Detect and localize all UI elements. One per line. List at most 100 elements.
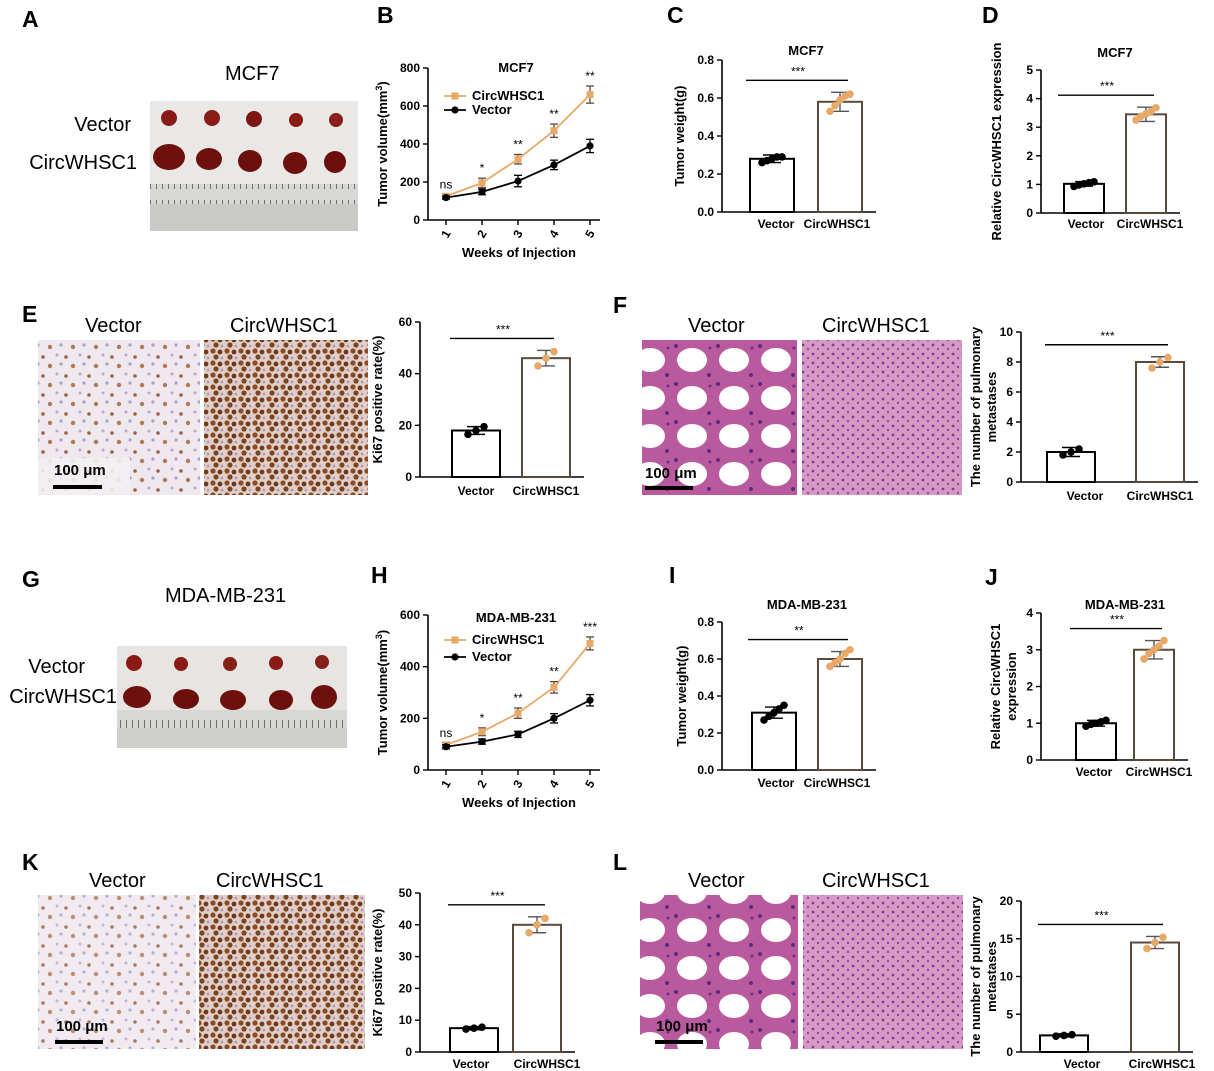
row-label-vector: Vector: [28, 656, 85, 678]
data-point-vector: [442, 743, 450, 751]
data-point-circwhsc1: [831, 101, 839, 110]
y-tick-label: 30: [399, 950, 413, 964]
y-tick-label: 1: [1026, 177, 1033, 191]
bar-circwhsc1: [1133, 648, 1175, 761]
data-point-vector: [1090, 178, 1098, 186]
y-axis-label-superscript: 3: [374, 634, 384, 639]
y-axis-label: Tumor weight(g): [674, 646, 689, 747]
he-image-vector: [642, 340, 797, 495]
bar-vector: [1075, 722, 1117, 761]
data-point-circwhsc1: [514, 709, 522, 717]
x-tick-label: Vector: [1067, 489, 1104, 503]
panel-label-a: A: [22, 6, 39, 32]
row-label-vector: Vector: [74, 114, 131, 136]
x-tick-label: 5: [582, 777, 598, 790]
x-tick-label: CircWHSC1: [514, 1057, 581, 1071]
column-label-vector: Vector: [89, 870, 146, 892]
significance-label: ns: [440, 177, 453, 191]
data-point-vector: [478, 1023, 486, 1031]
column-label-circ: CircWHSC1: [230, 315, 338, 337]
panel-label-d: D: [982, 2, 999, 28]
chart-title: MCF7: [498, 60, 533, 75]
x-tick-label: CircWHSC1: [1129, 1057, 1196, 1071]
x-tick-label: Vector: [453, 1057, 490, 1071]
significance-label: **: [794, 624, 804, 638]
x-tick-label: CircWHSC1: [1117, 217, 1184, 231]
data-point-circwhsc1: [836, 655, 844, 663]
data-point-circwhsc1: [1156, 358, 1164, 366]
x-axis-label: Weeks of Injection: [462, 795, 576, 810]
y-tick-label: 400: [400, 137, 420, 151]
y-tick-label: 3: [1026, 120, 1033, 134]
panel-k-images: K Vector CircWHSC1 100 μm: [22, 849, 365, 1049]
bar-circwhsc1: [817, 100, 863, 213]
data-point-circwhsc1: [1155, 642, 1163, 650]
y-tick-label: 2: [1026, 149, 1033, 163]
significance-label: **: [513, 691, 523, 705]
panel-g: G MDA-MB-231 Vector CircWHSC1: [9, 566, 347, 748]
x-tick-label: CircWHSC1: [1126, 765, 1193, 779]
chart-d-expression: D MCF7 0 1 2 3 4 5 Relative CircWHSC1 expression…: [982, 2, 1184, 240]
ihc-image-circ: [199, 895, 365, 1049]
x-tick-label: CircWHSC1: [804, 217, 871, 231]
y-tick-label: 600: [400, 99, 420, 113]
y-tick-label: 40: [399, 367, 413, 381]
scale-bar-label: 100 μm: [56, 1018, 108, 1035]
data-point-circwhsc1: [550, 127, 558, 135]
data-point-circwhsc1: [1152, 103, 1160, 112]
bar-vector: [1063, 182, 1105, 215]
y-axis-label-end: ): [375, 630, 390, 634]
data-point-vector: [514, 730, 522, 738]
data-point-vector: [480, 422, 488, 431]
panel-label-h: H: [371, 562, 388, 588]
x-tick-label: Vector: [1076, 765, 1113, 779]
series-line-vector: [445, 699, 591, 748]
x-tick-label: 3: [510, 777, 526, 790]
data-point-circwhsc1: [1151, 938, 1159, 947]
legend-label: Vector: [472, 102, 512, 117]
legend-label: CircWHSC1: [472, 632, 544, 647]
data-point-vector: [1059, 451, 1067, 459]
panel-label-j: J: [985, 564, 998, 590]
x-tick-label: Vector: [758, 217, 795, 231]
y-tick-label: 3: [1026, 643, 1033, 657]
data-point-vector: [1067, 448, 1075, 456]
y-tick-label: 0: [405, 470, 412, 484]
y-tick-label: 5: [1026, 63, 1033, 77]
data-point-vector: [780, 701, 788, 710]
chart-l-metastases: 0 5 10 15 20 The number of pulmonary metastase…: [968, 894, 1196, 1071]
x-axis-label: Weeks of Injection: [462, 245, 576, 260]
column-label-vector: Vector: [688, 315, 745, 337]
y-tick-label: 4: [1026, 92, 1033, 106]
row-label-circ: CircWHSC1: [29, 152, 137, 174]
y-axis-label-superscript: 3: [374, 86, 384, 91]
ihc-image-vector: [38, 895, 196, 1049]
legend-marker: [451, 653, 459, 661]
chart-title: MDA-MB-231: [767, 597, 847, 612]
y-tick-label: 400: [400, 660, 420, 674]
y-tick-label: 40: [399, 918, 413, 932]
bar-circwhsc1: [1125, 113, 1167, 214]
y-tick-label: 2: [1026, 680, 1033, 694]
data-point-circwhsc1: [514, 155, 522, 163]
bar-vector: [751, 711, 797, 772]
data-point-vector: [514, 177, 522, 185]
legend-marker: [451, 106, 459, 114]
chart-k-ki67: 0 10 20 30 40 50 Ki67 positive rate(%) Vector Ci…: [370, 886, 581, 1071]
panel-label-k: K: [22, 849, 39, 875]
column-label-circ: CircWHSC1: [822, 870, 930, 892]
y-tick-label: 200: [400, 175, 420, 189]
bar-vector: [451, 429, 501, 478]
column-label-vector: Vector: [688, 870, 745, 892]
x-tick-label: 1: [438, 227, 454, 240]
chart-title: MCF7: [1097, 45, 1132, 60]
y-axis-label-line2: metastases: [984, 941, 999, 1012]
significance-label: ***: [1100, 329, 1114, 343]
x-tick-label: CircWHSC1: [804, 776, 871, 790]
y-tick-label: 0: [1006, 1045, 1013, 1059]
panel-a: A MCF7 Vector CircWHSC1: [22, 6, 358, 231]
data-point-vector: [550, 161, 558, 169]
significance-label: ***: [791, 64, 805, 78]
y-tick-label: 200: [400, 711, 420, 725]
